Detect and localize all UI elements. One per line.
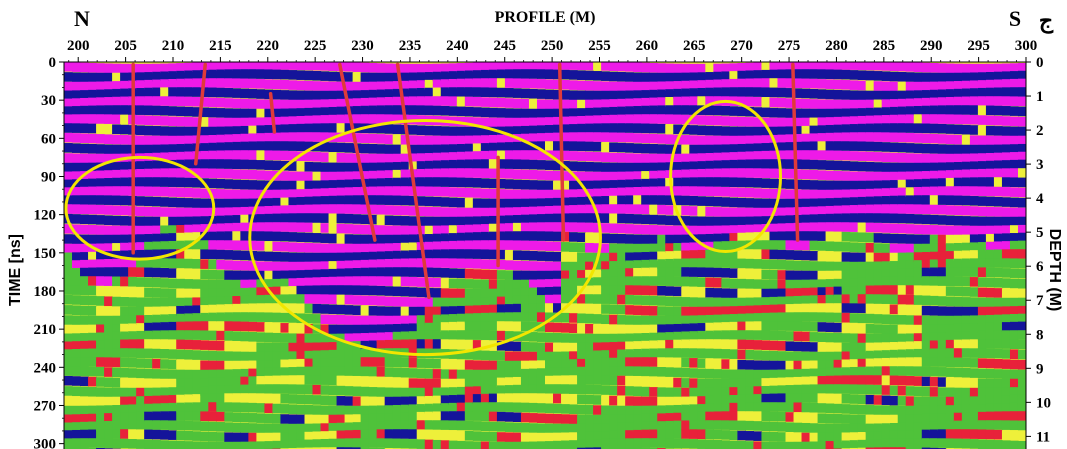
x-tick-label: 285 [873, 38, 896, 54]
y2-tick-label: 1 [1036, 89, 1044, 105]
y2-tick-label: 4 [1036, 191, 1044, 207]
x-tick-label: 210 [162, 38, 185, 54]
y-axis-ticks: 0 30 60 90 120 150 180 210 240 270 300 [34, 55, 64, 449]
y2-tick-label: 2 [1036, 123, 1044, 139]
x-tick-label: 225 [304, 38, 327, 54]
x-tick-label: 240 [446, 38, 469, 54]
fault-line-4 [338, 62, 377, 242]
x-tick-label: 245 [493, 38, 516, 54]
x-tick-label: 255 [588, 38, 611, 54]
y2-axis-title: DEPTH (M) [1046, 229, 1063, 312]
x-tick-label: 250 [541, 38, 564, 54]
x-axis-title: PROFILE (M) [495, 9, 596, 26]
y2-tick-label: 9 [1036, 361, 1044, 377]
fault-lines [131, 62, 800, 300]
x-axis-ticks: 200 205 210 215 220 225 230 235 240 245 250 255 260 2… [67, 38, 1037, 62]
y-tick-label: 270 [34, 398, 57, 414]
y-tick-label: 120 [34, 208, 57, 224]
fault-line-8 [791, 62, 800, 242]
x-tick-label: 260 [636, 38, 659, 54]
x-tick-label: 230 [351, 38, 374, 54]
y2-tick-label: 0 [1036, 55, 1044, 71]
north-label: N [74, 6, 90, 31]
y-tick-label: 240 [34, 360, 57, 376]
fault-line-2 [193, 62, 207, 166]
x-tick-label: 200 [67, 38, 90, 54]
annotation-ellipse-3 [669, 99, 783, 254]
x-tick-label: 220 [257, 38, 280, 54]
y-tick-label: 300 [34, 437, 57, 449]
x-tick-label: 270 [730, 38, 753, 54]
profile-id-label: ج [1039, 8, 1054, 34]
x-tick-label: 275 [778, 38, 801, 54]
y-tick-label: 150 [34, 246, 57, 262]
fault-line-5 [395, 62, 431, 300]
y-tick-label: 210 [34, 322, 57, 338]
x-tick-label: 290 [920, 38, 943, 54]
x-tick-label: 280 [825, 38, 848, 54]
x-tick-label: 235 [399, 38, 422, 54]
y-axis-title: TIME [ns] [7, 234, 24, 306]
y-tick-label: 180 [34, 284, 57, 300]
x-tick-label: 295 [967, 38, 990, 54]
annotation-ellipses [64, 99, 783, 357]
y-tick-label: 60 [41, 131, 56, 147]
x-tick-label: 205 [114, 38, 137, 54]
y2-tick-label: 10 [1036, 395, 1051, 411]
y-tick-label: 0 [49, 55, 57, 71]
radargram-image [64, 62, 1026, 449]
fault-line-7 [557, 62, 566, 242]
y2-tick-label: 6 [1036, 259, 1044, 275]
y2-tick-label: 8 [1036, 327, 1044, 343]
south-label: S [1009, 6, 1021, 31]
y-tick-label: 30 [41, 93, 56, 109]
x-tick-label: 300 [1015, 38, 1038, 54]
y2-tick-label: 3 [1036, 157, 1044, 173]
x-tick-label: 265 [683, 38, 706, 54]
annotation-ellipse-2 [248, 119, 602, 357]
fault-line-3 [268, 92, 277, 134]
plot-frame [63, 61, 1027, 449]
y2-tick-label: 7 [1036, 293, 1044, 309]
y-tick-label: 90 [41, 169, 56, 185]
y2-tick-label: 5 [1036, 225, 1044, 241]
y2-tick-label: 11 [1036, 429, 1050, 445]
annotation-ellipse-1 [64, 155, 216, 261]
y2-axis-ticks: 0 1 2 3 4 5 6 7 8 9 10 11 [1026, 55, 1051, 445]
x-tick-label: 215 [209, 38, 232, 54]
